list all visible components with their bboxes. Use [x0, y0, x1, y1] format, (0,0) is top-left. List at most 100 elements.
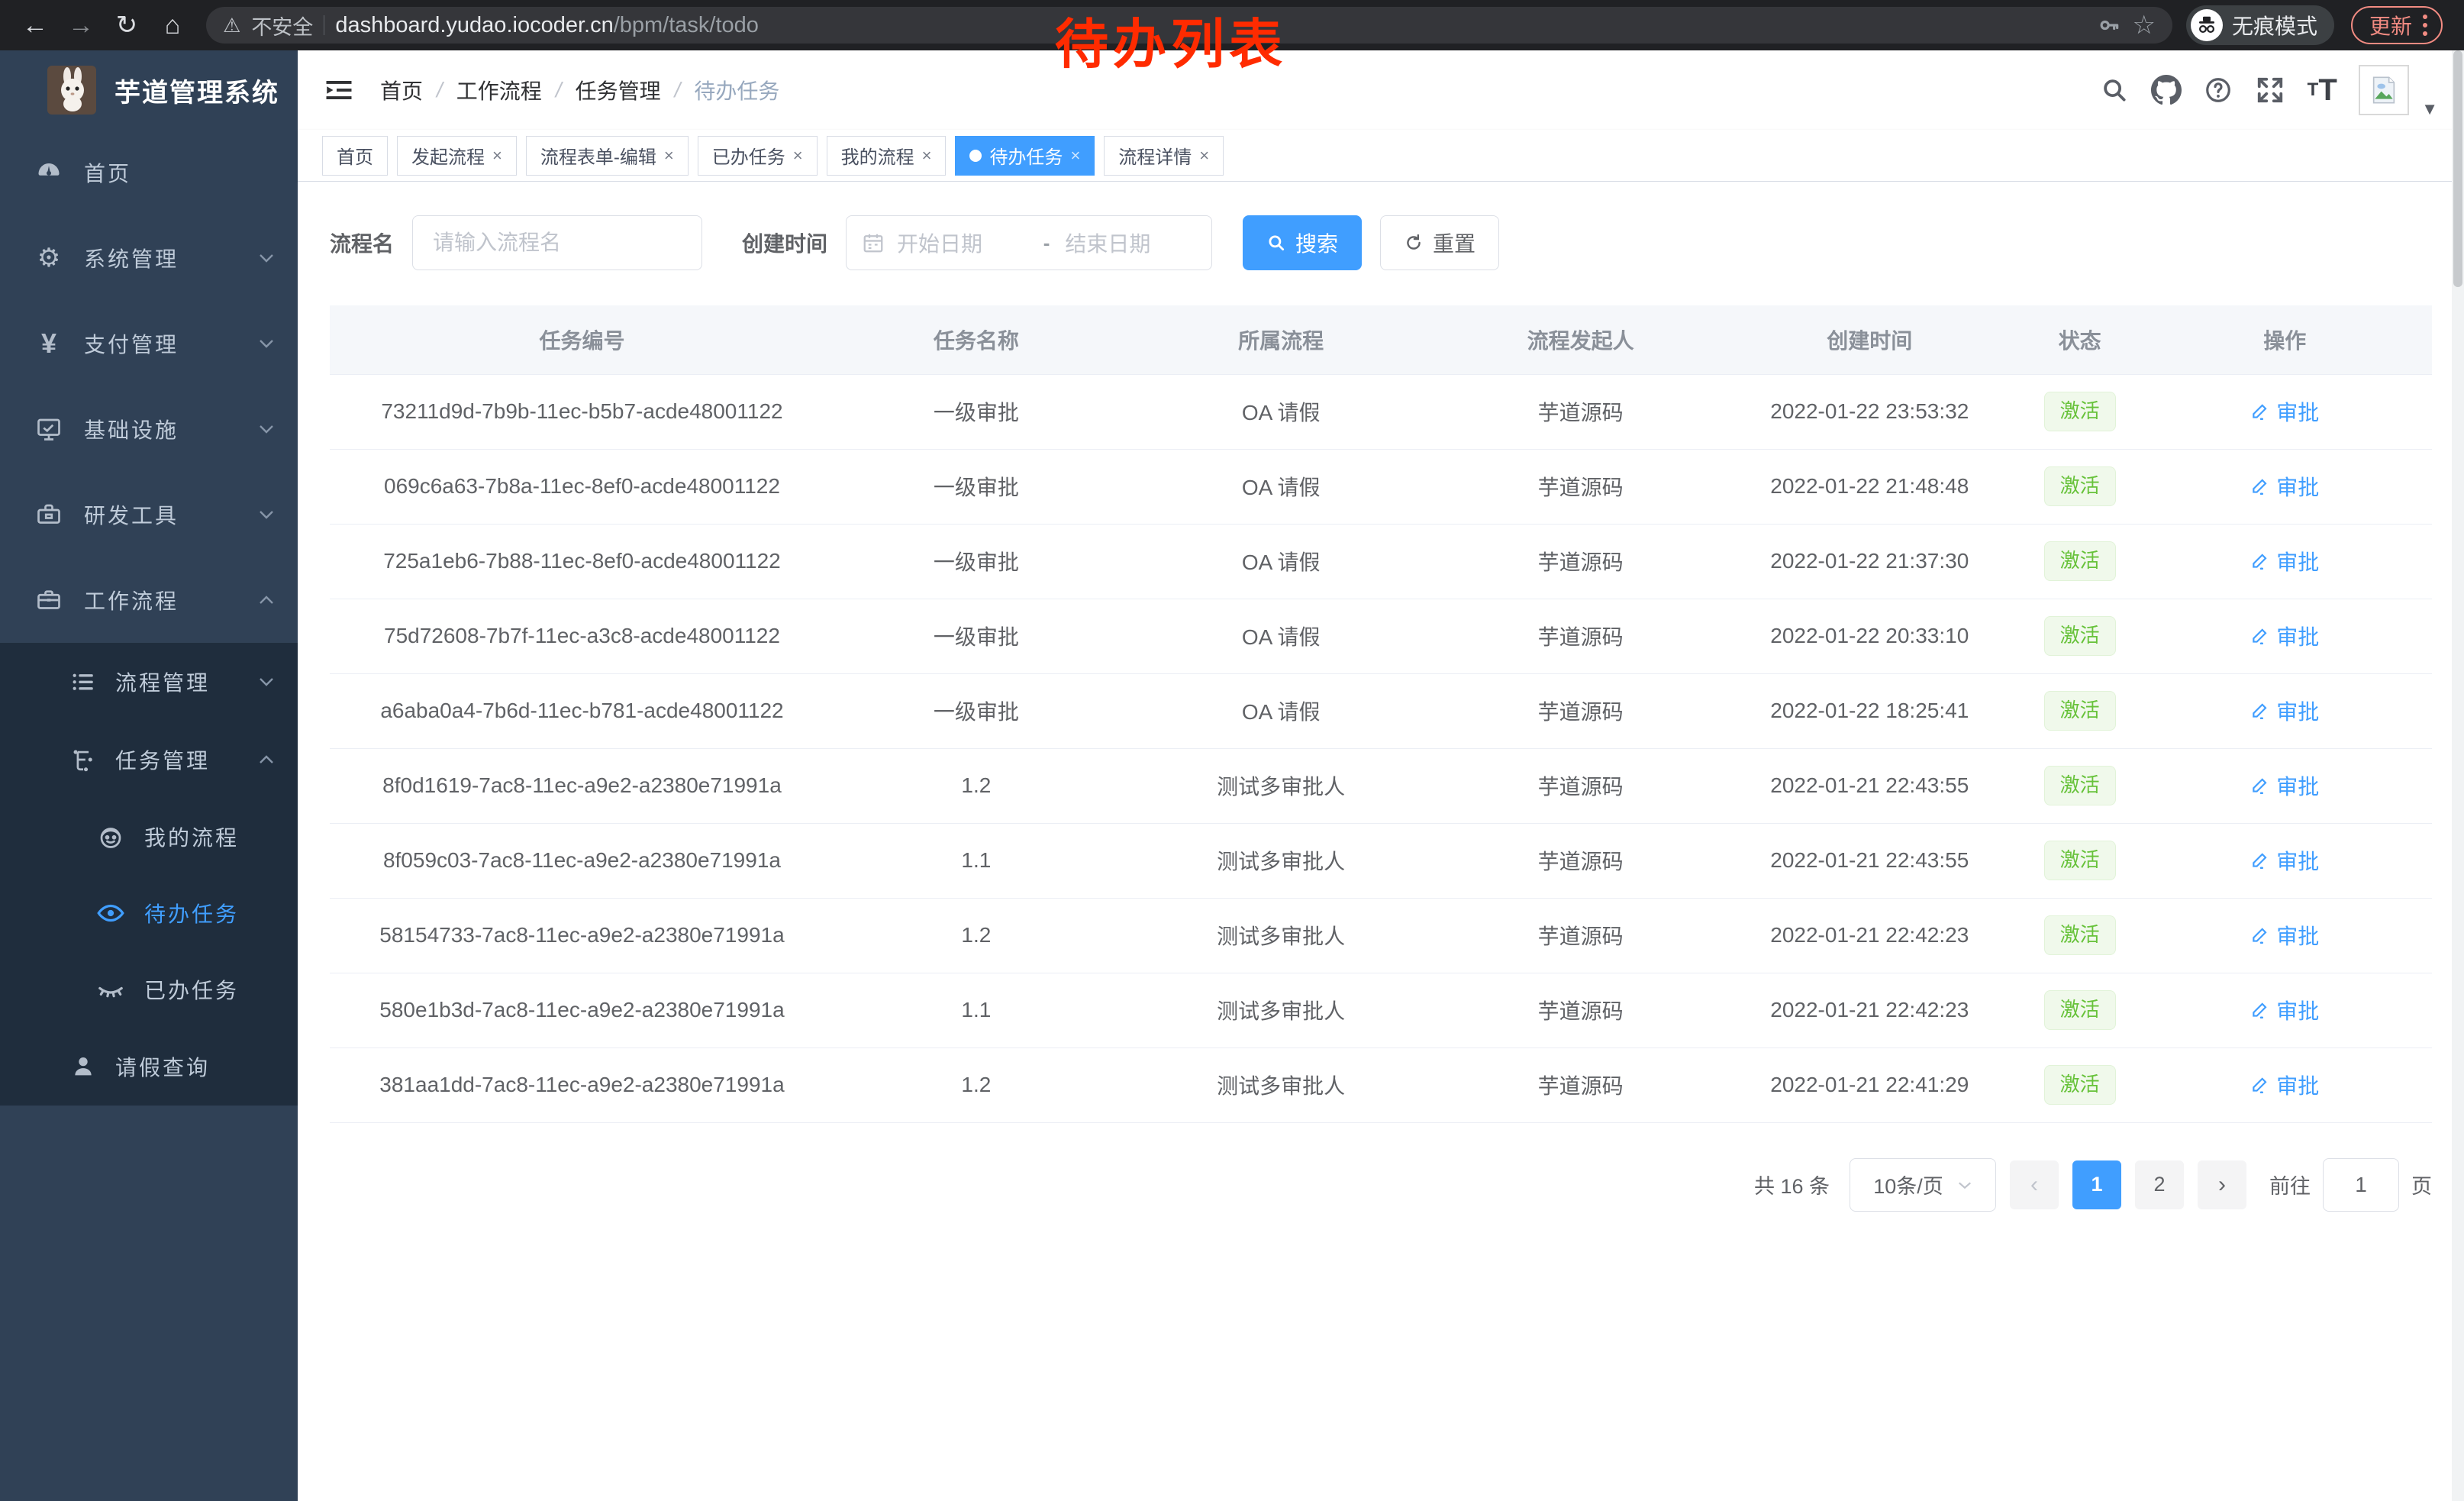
- cell-status: 激活: [2021, 599, 2138, 674]
- status-badge: 激活: [2043, 766, 2116, 805]
- eye-icon: [94, 899, 127, 928]
- breadcrumb-home[interactable]: 首页: [380, 79, 424, 103]
- approve-link[interactable]: 审批: [2250, 770, 2319, 801]
- cell-process: OA 请假: [1118, 524, 1444, 599]
- dashboard-icon: [31, 159, 67, 186]
- cell-task-name: 1.1: [834, 973, 1118, 1048]
- sidebar-item-devtools[interactable]: 研发工具: [0, 472, 298, 557]
- table-header-row: 任务编号 任务名称 所属流程 流程发起人 创建时间 状态 操作: [330, 305, 2432, 375]
- reset-button[interactable]: 重置: [1380, 215, 1500, 270]
- back-icon[interactable]: ←: [22, 10, 48, 40]
- search-icon[interactable]: [2088, 64, 2140, 116]
- tab-close-icon[interactable]: ×: [921, 145, 932, 165]
- date-range-picker[interactable]: 开始日期 - 结束日期: [846, 215, 1213, 270]
- page-content: 流程名 创建时间 开始日期 - 结束日期 搜索 重置: [298, 182, 2464, 1501]
- sidebar-item-system[interactable]: ⚙ 系统管理: [0, 215, 298, 301]
- key-icon[interactable]: [2097, 13, 2121, 37]
- col-task-id: 任务编号: [330, 305, 834, 375]
- cell-status: 激活: [2021, 449, 2138, 525]
- bookmark-star-icon[interactable]: ☆: [2132, 11, 2156, 40]
- cell-process: 测试多审批人: [1118, 898, 1444, 973]
- sidebar-item-payment[interactable]: ¥ 支付管理: [0, 301, 298, 386]
- tab-close-icon[interactable]: ×: [1070, 145, 1081, 165]
- approve-link[interactable]: 审批: [2250, 396, 2319, 427]
- breadcrumb-workflow[interactable]: 工作流程: [456, 79, 542, 103]
- approve-link[interactable]: 审批: [2250, 995, 2319, 1025]
- next-page-button[interactable]: ›: [2198, 1160, 2246, 1209]
- tab-item-6[interactable]: 流程详情 ×: [1104, 135, 1224, 176]
- tab-item-1[interactable]: 发起流程 ×: [397, 135, 517, 176]
- tab-item-5[interactable]: 待办任务 ×: [955, 135, 1095, 176]
- reload-icon[interactable]: ↻: [115, 11, 138, 40]
- forward-icon[interactable]: →: [68, 10, 94, 40]
- sidebar-item-process-mgmt[interactable]: 流程管理: [0, 643, 298, 721]
- status-badge: 激活: [2043, 392, 2116, 431]
- sidebar-menu: 首页 ⚙ 系统管理 ¥ 支付管理 基础设施: [0, 130, 298, 1501]
- approve-link[interactable]: 审批: [2250, 696, 2319, 726]
- tab-close-icon[interactable]: ×: [492, 145, 502, 165]
- cell-process: OA 请假: [1118, 673, 1444, 749]
- scrollbar-thumb[interactable]: [2453, 50, 2462, 287]
- sidebar-item-done-tasks[interactable]: 已办任务: [0, 951, 298, 1028]
- approve-link[interactable]: 审批: [2250, 471, 2319, 502]
- table-row: 58154733-7ac8-11ec-a9e2-a2380e71991a 1.2 测…: [330, 898, 2432, 973]
- task-table: 任务编号 任务名称 所属流程 流程发起人 创建时间 状态 操作 73211d9d…: [330, 305, 2432, 1123]
- cell-operation: 审批: [2137, 599, 2432, 674]
- cell-task-name: 1.2: [834, 898, 1118, 973]
- sidebar-item-infra[interactable]: 基础设施: [0, 386, 298, 472]
- sidebar-item-todo-tasks[interactable]: 待办任务: [0, 875, 298, 951]
- col-process: 所属流程: [1118, 305, 1444, 375]
- help-icon[interactable]: [2192, 64, 2244, 116]
- github-icon[interactable]: [2140, 64, 2192, 116]
- page-size-select[interactable]: 10条/页: [1850, 1157, 1996, 1212]
- sidebar-item-task-mgmt[interactable]: 任务管理: [0, 721, 298, 799]
- address-bar[interactable]: ⚠ 不安全 dashboard.yudao.iocoder.cn/bpm/tas…: [206, 7, 2172, 44]
- sidebar-item-my-process[interactable]: 我的流程: [0, 799, 298, 875]
- approve-link[interactable]: 审批: [2250, 920, 2319, 951]
- avatar[interactable]: [2359, 65, 2410, 115]
- sidebar-item-leave-query[interactable]: 请假查询: [0, 1028, 298, 1106]
- breadcrumb-task-mgmt[interactable]: 任务管理: [575, 79, 661, 103]
- sidebar-item-workflow[interactable]: 工作流程: [0, 557, 298, 643]
- cell-status: 激活: [2021, 823, 2138, 899]
- chevron-down-icon: [258, 250, 275, 266]
- tab-item-4[interactable]: 我的流程 ×: [826, 135, 947, 176]
- goto-page-input[interactable]: [2323, 1157, 2399, 1212]
- cell-create-time: 2022-01-21 22:42:23: [1717, 973, 2022, 1048]
- approve-link[interactable]: 审批: [2250, 621, 2319, 651]
- process-name-input[interactable]: [412, 215, 703, 270]
- approve-link[interactable]: 审批: [2250, 546, 2319, 576]
- tab-item-2[interactable]: 流程表单-编辑 ×: [525, 135, 689, 176]
- search-button[interactable]: 搜索: [1243, 215, 1363, 270]
- page-number-2[interactable]: 2: [2135, 1160, 2184, 1209]
- home-icon[interactable]: ⌂: [164, 10, 181, 40]
- approve-link[interactable]: 审批: [2250, 845, 2319, 876]
- sidebar-item-home[interactable]: 首页: [0, 130, 298, 215]
- user-menu-caret-icon[interactable]: ▼: [2421, 99, 2438, 118]
- tab-close-icon[interactable]: ×: [1199, 145, 1210, 165]
- prev-page-button[interactable]: ‹: [2010, 1160, 2059, 1209]
- cell-process: 测试多审批人: [1118, 748, 1444, 824]
- tab-item-3[interactable]: 已办任务 ×: [697, 135, 818, 176]
- sidebar-fold-icon[interactable]: [324, 76, 354, 104]
- tab-close-icon[interactable]: ×: [663, 145, 674, 165]
- chrome-menu-icon[interactable]: [2423, 15, 2427, 36]
- approve-link-label: 审批: [2276, 925, 2320, 948]
- tab-item-0[interactable]: 首页: [322, 135, 388, 176]
- chevron-up-icon: [258, 592, 275, 608]
- app-logo[interactable]: 芋道管理系统: [0, 50, 298, 130]
- browser-scrollbar[interactable]: [2452, 50, 2464, 1501]
- cell-initiator: 芋道源码: [1443, 973, 1717, 1048]
- fullscreen-icon[interactable]: [2244, 64, 2296, 116]
- cell-task-id: 381aa1dd-7ac8-11ec-a9e2-a2380e71991a: [330, 1047, 834, 1123]
- status-badge: 激活: [2043, 616, 2116, 656]
- start-date-placeholder: 开始日期: [897, 232, 983, 256]
- cell-task-name: 一级审批: [834, 599, 1118, 674]
- approve-link[interactable]: 审批: [2250, 1070, 2319, 1100]
- chrome-update-button[interactable]: 更新: [2350, 6, 2443, 44]
- page-number-1[interactable]: 1: [2072, 1160, 2121, 1209]
- tab-close-icon[interactable]: ×: [792, 145, 803, 165]
- goto-label: 前往: [2269, 1175, 2311, 1198]
- app-title: 芋道管理系统: [114, 78, 279, 108]
